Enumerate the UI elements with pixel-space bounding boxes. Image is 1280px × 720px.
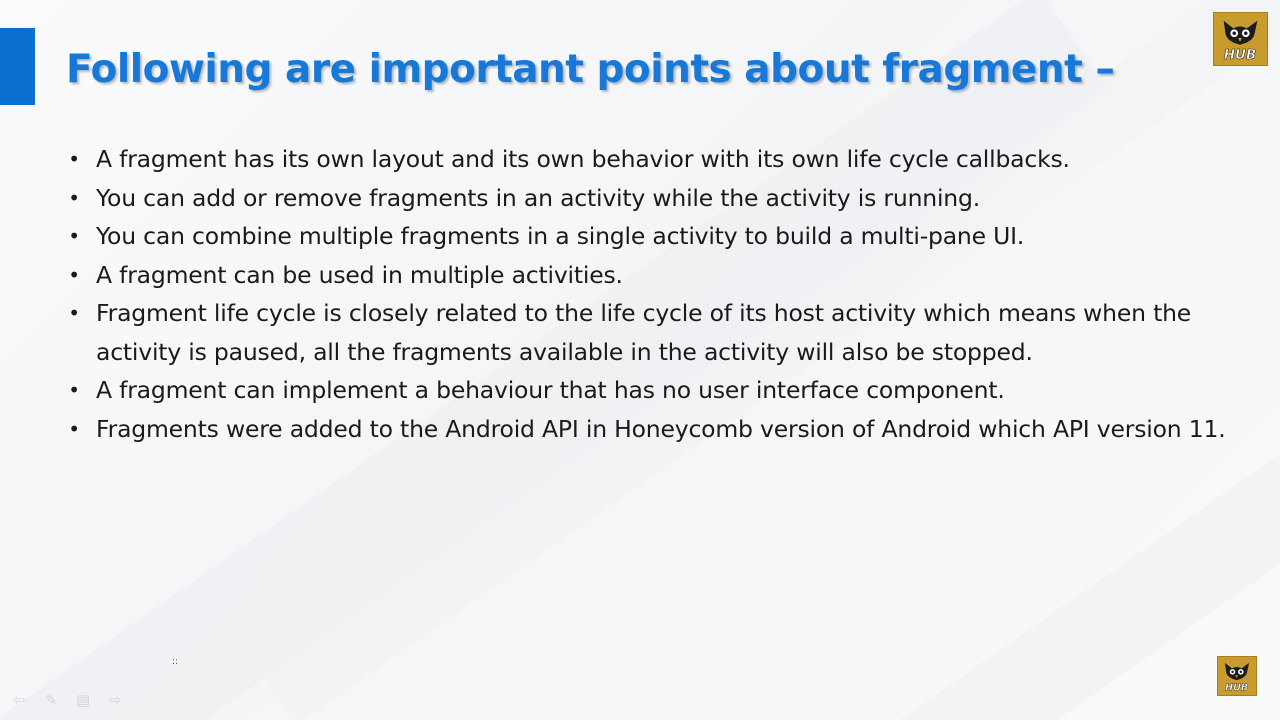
owl-logo-icon: HUB: [1225, 662, 1250, 694]
geeky-hub-logo-top: HUB: [1213, 12, 1268, 66]
slide-title: Following are important points about fra…: [66, 47, 1115, 92]
arrow-right-icon: ⇨: [108, 691, 122, 709]
next-slide-button[interactable]: ⇨: [104, 690, 126, 710]
slide-menu-button[interactable]: ▤: [72, 690, 94, 710]
list-item: • A fragment can be used in multiple acti…: [64, 256, 1234, 295]
bullet-icon: •: [68, 224, 80, 248]
footer-mark: ::: [172, 657, 179, 667]
list-item: • Fragments were added to the Android API…: [64, 410, 1234, 449]
bullet-icon: •: [68, 301, 80, 325]
bullet-icon: •: [68, 378, 80, 402]
list-item: • Fragment life cycle is closely related …: [64, 294, 1234, 371]
point-text: Fragments were added to the Android API …: [96, 414, 1226, 443]
list-item: • A fragment has its own layout and its o…: [64, 140, 1234, 179]
slideshow-controls: ⇦ ✎ ▤ ⇨: [8, 690, 126, 710]
pen-tool-button[interactable]: ✎: [40, 690, 62, 710]
point-text: You can combine multiple fragments in a …: [96, 222, 1025, 250]
pen-icon: ✎: [44, 691, 58, 709]
bullet-icon: •: [68, 262, 80, 287]
logo-text: HUB: [1224, 47, 1256, 63]
points-list: • A fragment has its own layout and its o…: [64, 140, 1234, 448]
list-item: • You can combine multiple fragments in a…: [64, 217, 1234, 256]
title-accent-bar: [0, 28, 35, 105]
list-item: • You can add or remove fragments in an a…: [64, 179, 1234, 218]
point-text: A fragment can be used in multiple activ…: [96, 260, 623, 289]
previous-slide-button[interactable]: ⇦: [8, 690, 30, 710]
bullet-icon: •: [68, 416, 80, 441]
owl-logo-icon: HUB: [1223, 20, 1258, 64]
point-text: A fragment has its own layout and its ow…: [96, 145, 1070, 173]
arrow-left-icon: ⇦: [12, 691, 26, 709]
menu-icon: ▤: [75, 691, 91, 709]
point-text: A fragment can implement a behaviour tha…: [96, 376, 1005, 404]
point-text: You can add or remove fragments in an ac…: [96, 183, 980, 212]
geeky-hub-logo-bottom: HUB: [1217, 656, 1257, 696]
point-text: Fragment life cycle is closely related t…: [96, 299, 1192, 366]
bullet-icon: •: [68, 147, 80, 171]
bullet-icon: •: [68, 185, 80, 210]
list-item: • A fragment can implement a behaviour th…: [64, 371, 1234, 410]
logo-text: HUB: [1225, 683, 1248, 694]
